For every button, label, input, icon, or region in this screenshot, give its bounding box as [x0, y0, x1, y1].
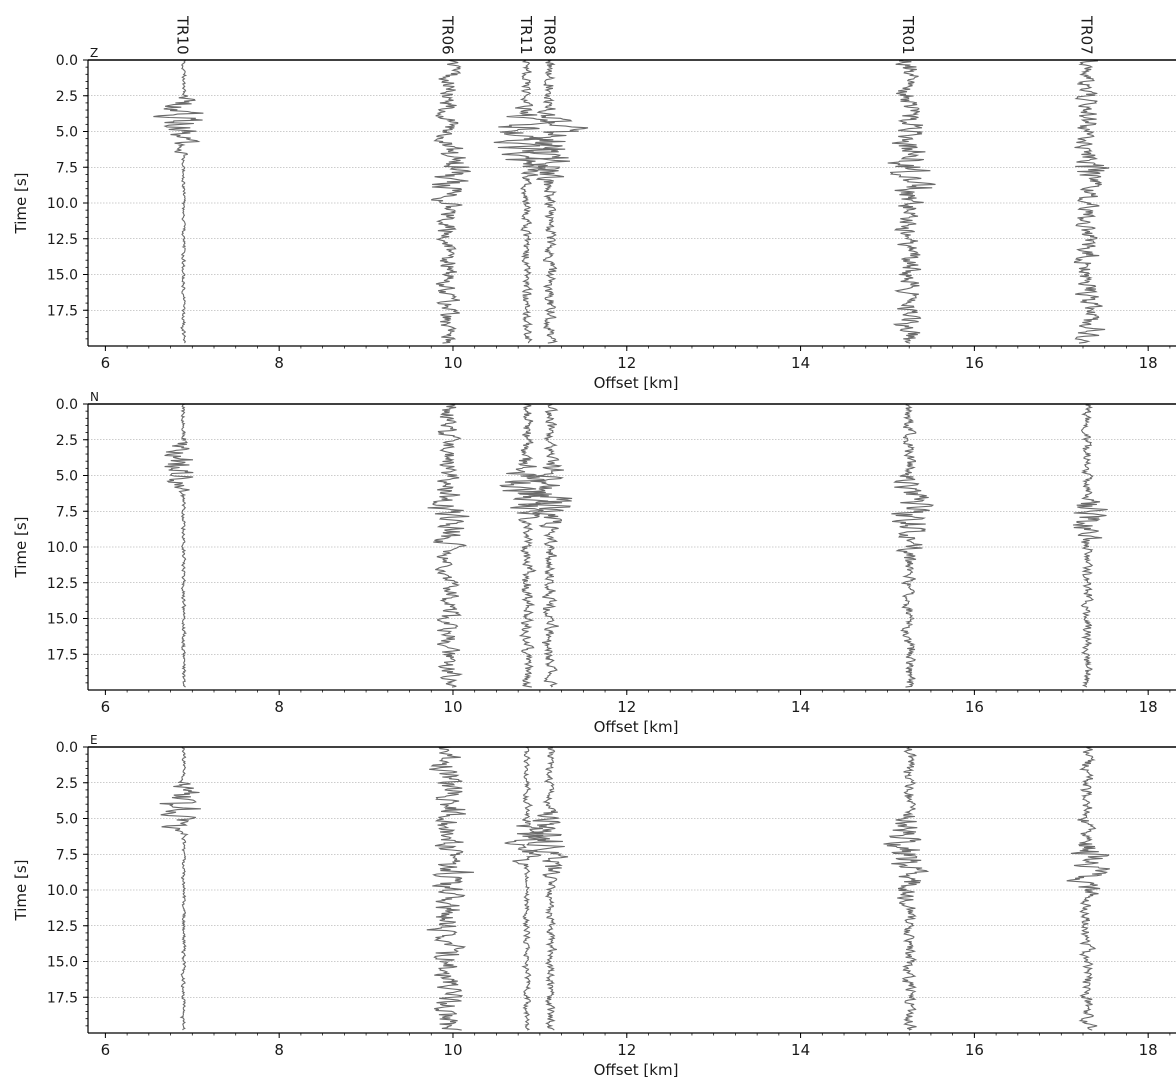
x-tick-label: 12	[617, 354, 636, 372]
trace-tr07-z	[1073, 59, 1110, 344]
y-tick-label: 15.0	[47, 268, 78, 284]
y-tick-label: 17.5	[47, 303, 78, 319]
panel-n: N 0.0 2.5 5.0 7.5 10.0 12.5 15.0 17.5 Time [s] 6 8 1…	[12, 390, 1176, 736]
y-axis-label: Time [s]	[12, 517, 30, 579]
y-tick-label: 17.5	[47, 990, 78, 1006]
x-tick-label: 8	[274, 354, 284, 372]
x-tick-label: 14	[791, 698, 810, 716]
y-axis-label: Time [s]	[12, 860, 30, 922]
y-tick-label: 10.0	[47, 540, 78, 556]
x-tick-label: 8	[274, 1041, 284, 1059]
x-tick-label: 10	[443, 1041, 462, 1059]
y-tick-label: 15.0	[47, 955, 78, 971]
trace-tr01-n	[891, 403, 935, 688]
y-tick-label: 0.0	[56, 740, 78, 756]
x-tick-label: 16	[965, 1041, 984, 1059]
component-label: E	[90, 733, 98, 747]
x-tick-label: 16	[965, 698, 984, 716]
y-axis-label: Time [s]	[12, 173, 30, 235]
component-label: N	[90, 390, 99, 404]
trace-tr01-e	[883, 746, 930, 1031]
y-tick-label: 7.5	[56, 847, 78, 863]
x-tick-label: 18	[1139, 1041, 1158, 1059]
station-labels: TR10 TR06 TR11 TR08 TR01 TR07	[174, 15, 1096, 55]
y-tick-label: 7.5	[56, 504, 78, 520]
trace-tr01-z	[887, 59, 936, 344]
y-tick-label: 0.0	[56, 397, 78, 413]
x-tick-label: 6	[101, 1041, 111, 1059]
trace-tr08-e	[526, 746, 569, 1031]
x-tick-label: 6	[101, 698, 111, 716]
y-tick-label: 12.5	[47, 919, 78, 935]
trace-tr10-z	[153, 59, 204, 344]
y-tick-label: 12.5	[47, 576, 78, 592]
x-tick-label: 10	[443, 354, 462, 372]
trace-tr10-n	[164, 403, 194, 688]
trace-tr06-e	[426, 746, 475, 1031]
y-tick-label: 17.5	[47, 647, 78, 663]
panels: Z 0.0 2.5 5.0 7.5 10.0 12.5 15.0 17.5 Time [s] 6 8 1…	[12, 46, 1176, 1079]
x-tick-label: 14	[791, 1041, 810, 1059]
x-tick-label: 12	[617, 1041, 636, 1059]
y-tick-label: 10.0	[47, 196, 78, 212]
trace-tr11-z	[493, 59, 559, 344]
y-tick-label: 5.0	[56, 812, 78, 828]
trace-tr08-z	[522, 59, 589, 344]
x-tick-label: 12	[617, 698, 636, 716]
x-tick-label: 6	[101, 354, 111, 372]
y-tick-label: 0.0	[56, 53, 78, 69]
trace-tr07-e	[1066, 746, 1110, 1031]
trace-tr11-n	[499, 403, 552, 688]
y-tick-label: 2.5	[56, 89, 78, 105]
trace-tr07-n	[1072, 403, 1108, 688]
trace-tr10-e	[159, 746, 201, 1031]
station-label-tr11: TR11	[517, 15, 535, 55]
x-tick-label: 8	[274, 698, 284, 716]
y-tick-label: 2.5	[56, 433, 78, 449]
station-label-tr01: TR01	[899, 15, 917, 55]
x-tick-label: 10	[443, 698, 462, 716]
y-tick-label: 2.5	[56, 776, 78, 792]
x-axis-label: Offset [km]	[594, 718, 679, 736]
panel-z: Z 0.0 2.5 5.0 7.5 10.0 12.5 15.0 17.5 Time [s] 6 8 1…	[12, 46, 1176, 392]
trace-tr06-n	[427, 403, 470, 688]
y-tick-label: 5.0	[56, 469, 78, 485]
y-tick-label: 5.0	[56, 125, 78, 141]
x-tick-label: 18	[1139, 354, 1158, 372]
y-tick-label: 7.5	[56, 160, 78, 176]
trace-tr08-n	[519, 403, 573, 688]
y-tick-label: 12.5	[47, 232, 78, 248]
x-tick-label: 18	[1139, 698, 1158, 716]
component-label: Z	[90, 46, 98, 60]
y-tick-label: 15.0	[47, 612, 78, 628]
y-tick-label: 10.0	[47, 883, 78, 899]
station-label-tr06: TR06	[439, 15, 457, 55]
x-axis-label: Offset [km]	[594, 1061, 679, 1079]
panel-e: E 0.0 2.5 5.0 7.5 10.0 12.5 15.0 17.5 Time [s] 6 8 1…	[12, 733, 1176, 1079]
x-axis-label: Offset [km]	[594, 374, 679, 392]
station-label-tr10: TR10	[174, 15, 192, 55]
x-tick-label: 16	[965, 354, 984, 372]
x-tick-label: 14	[791, 354, 810, 372]
trace-tr11-e	[504, 746, 550, 1031]
station-label-tr08: TR08	[540, 15, 558, 55]
station-label-tr07: TR07	[1077, 15, 1095, 55]
trace-tr06-z	[430, 59, 471, 344]
